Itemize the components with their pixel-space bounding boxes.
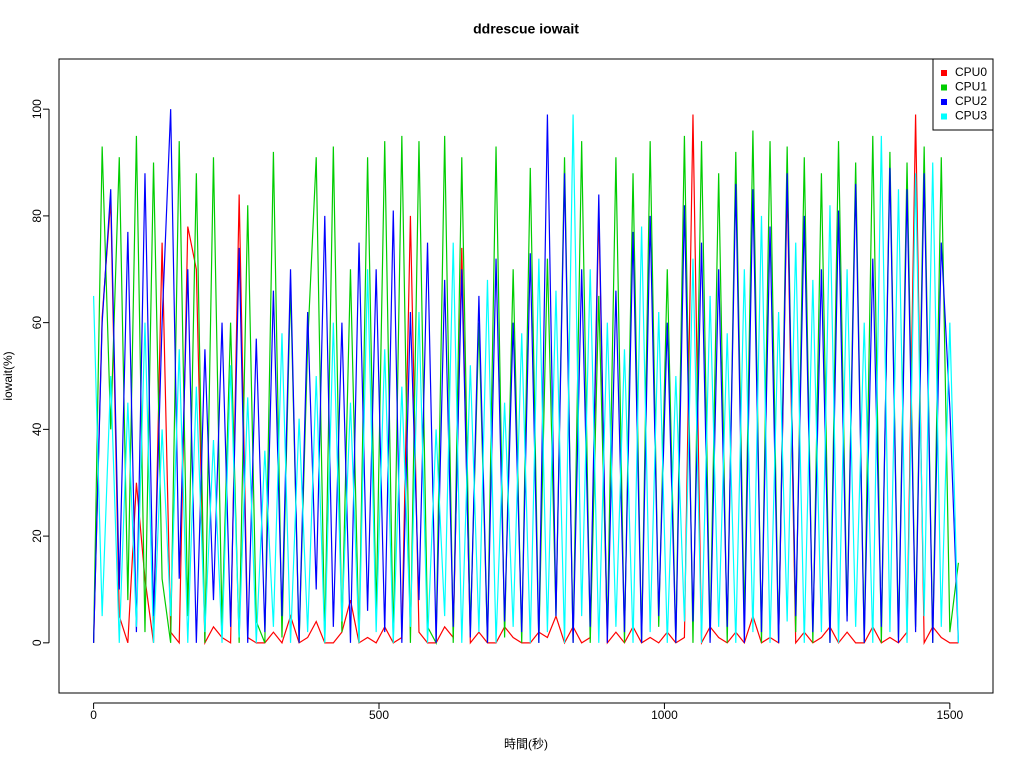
plot-lines bbox=[92, 109, 960, 646]
y-tick-label: 100 bbox=[30, 99, 44, 119]
y-tick-label: 80 bbox=[30, 209, 44, 223]
legend-swatch bbox=[941, 99, 947, 105]
series-line bbox=[92, 114, 960, 643]
legend-label: CPU2 bbox=[955, 94, 987, 108]
x-tick-label: 1500 bbox=[936, 708, 963, 722]
series-line bbox=[92, 109, 960, 643]
y-tick-label: 0 bbox=[30, 639, 44, 646]
chart-title: ddrescue iowait bbox=[473, 21, 579, 37]
y-tick-label: 20 bbox=[30, 529, 44, 543]
x-tick-label: 1000 bbox=[651, 708, 678, 722]
legend-swatch bbox=[941, 113, 947, 120]
legend-swatch bbox=[941, 70, 947, 76]
legend-label: CPU3 bbox=[955, 109, 987, 123]
plot-frame bbox=[58, 58, 994, 694]
legend-label: CPU1 bbox=[955, 80, 987, 94]
legend-swatch bbox=[941, 84, 947, 91]
y-tick-label: 40 bbox=[30, 422, 44, 436]
y-axis-label: iowait(%) bbox=[1, 351, 15, 400]
series-line bbox=[92, 114, 959, 646]
x-axis-label: 時間(秒) bbox=[504, 737, 548, 751]
y-tick-label: 60 bbox=[30, 316, 44, 330]
legend-label: CPU0 bbox=[955, 65, 987, 79]
x-tick-label: 500 bbox=[369, 708, 389, 722]
x-tick-label: 0 bbox=[90, 708, 97, 722]
